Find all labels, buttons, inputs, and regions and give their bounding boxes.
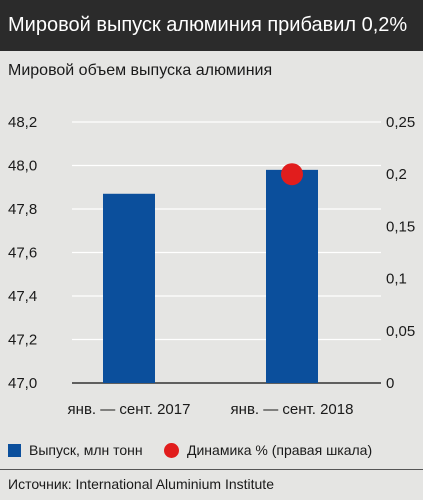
y-right-tick-label: 0,25 bbox=[386, 114, 415, 131]
chart-header: Мировой выпуск алюминия прибавил 0,2% bbox=[0, 0, 423, 51]
legend-label-output: Выпуск, млн тонн bbox=[29, 442, 143, 458]
bar bbox=[103, 193, 155, 383]
source-divider bbox=[0, 469, 423, 470]
x-category-label: янв. — сент. 2018 bbox=[231, 401, 354, 418]
y-left-tick-label: 47,6 bbox=[8, 245, 37, 262]
y-right-tick-label: 0,2 bbox=[386, 166, 407, 183]
y-right-tick-label: 0,05 bbox=[386, 323, 415, 340]
chart-title: Мировой выпуск алюминия прибавил 0,2% bbox=[8, 14, 408, 36]
chart-subtitle: Мировой объем выпуска алюминия bbox=[8, 62, 273, 79]
x-category-label: янв. — сент. 2017 bbox=[68, 401, 191, 418]
y-left-tick-label: 48,2 bbox=[8, 114, 37, 131]
y-right-tick-label: 0,15 bbox=[386, 218, 415, 235]
y-left-tick-label: 48,0 bbox=[8, 158, 37, 175]
y-left-tick-label: 47,0 bbox=[8, 375, 37, 392]
chart-plot: 47,0 47,2 47,4 47,6 47,8 48,0 48,2 0 0,05 0,1 0,15… bbox=[8, 114, 415, 418]
y-right-tick-label: 0 bbox=[386, 375, 394, 392]
source-note: Источник: International Aluminium Instit… bbox=[8, 476, 274, 492]
y-right-tick-label: 0,1 bbox=[386, 271, 407, 288]
legend-item-dynamics: Динамика % (правая шкала) bbox=[164, 442, 372, 458]
bar bbox=[266, 169, 318, 383]
data-point bbox=[281, 163, 303, 186]
legend-label-dynamics: Динамика % (правая шкала) bbox=[187, 442, 373, 458]
y-left-tick-label: 47,8 bbox=[8, 201, 37, 218]
legend-swatch-dot bbox=[164, 442, 179, 458]
y-left-tick-label: 47,4 bbox=[8, 288, 37, 305]
y-left-tick-label: 47,2 bbox=[8, 332, 37, 349]
legend-swatch-bar bbox=[8, 443, 21, 457]
legend-item-output: Выпуск, млн тонн bbox=[8, 442, 143, 458]
legend: Выпуск, млн тонн Динамика % (правая шкал… bbox=[0, 437, 423, 465]
